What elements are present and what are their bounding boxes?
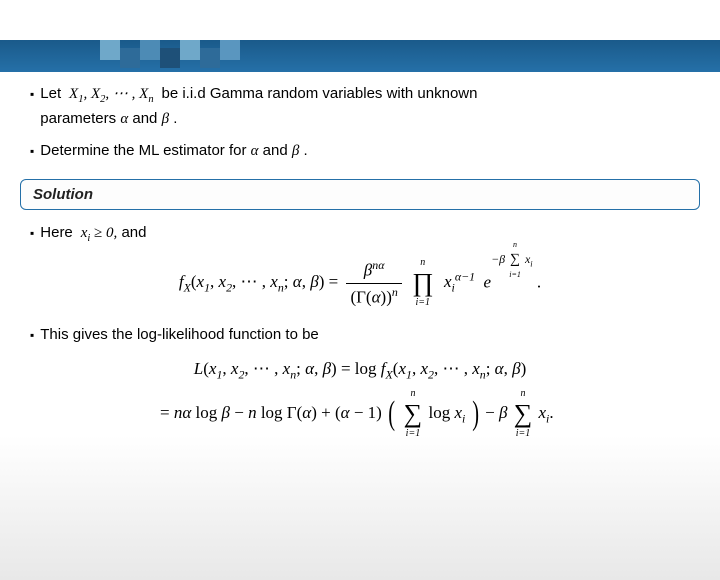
- bullet-4: ▪ This gives the log-likelihood function…: [30, 324, 690, 347]
- text: Let: [40, 85, 65, 102]
- beta: β: [162, 111, 169, 127]
- text: be i.i.d Gamma random variables with unk…: [161, 85, 477, 102]
- decor-sq: [200, 48, 220, 68]
- decor-sq: [160, 48, 180, 68]
- decor-sq: [140, 40, 160, 60]
- text: and: [263, 142, 292, 159]
- formula-loglik-2: = nα log β − n log Γ(α) + (α − 1) ( ∑ n …: [90, 399, 690, 430]
- text: and: [121, 224, 146, 241]
- bullet-marker: ▪: [30, 142, 34, 160]
- bullet-3: ▪ Here xi ≥ 0, and: [30, 222, 690, 247]
- formula-density: fX(x1, x2, ⋯ , xn; α, β) = βnα (Γ(α))n ∏…: [30, 257, 690, 310]
- math-cond: xi ≥ 0,: [77, 225, 117, 241]
- sum-symbol: ∑ n i=1: [404, 401, 423, 427]
- alpha: α: [120, 111, 128, 127]
- text: and: [132, 110, 161, 127]
- formula-loglik-1: L(x1, x2, ⋯ , xn; α, β) = log fX(x1, x2,…: [30, 356, 690, 384]
- bullet-marker: ▪: [30, 224, 34, 242]
- example-content: ▪ Let X1, X2, ⋯ , Xn be i.i.d Gamma rand…: [30, 83, 690, 163]
- text: parameters: [40, 110, 120, 127]
- bullet-3-text: Here xi ≥ 0, and: [40, 222, 146, 247]
- product-symbol: ∏ n i=1: [412, 270, 433, 296]
- math-vars: X1, X2, ⋯ , Xn: [65, 86, 157, 102]
- bullet-1: ▪ Let X1, X2, ⋯ , Xn be i.i.d Gamma rand…: [30, 83, 690, 130]
- decor-sq: [220, 40, 240, 60]
- beta: β: [292, 143, 299, 159]
- decor-sq: [180, 40, 200, 60]
- alpha: α: [251, 143, 259, 159]
- text: Determine the ML estimator for: [40, 142, 250, 159]
- bullet-1-text: Let X1, X2, ⋯ , Xn be i.i.d Gamma random…: [40, 83, 477, 130]
- solution-header: Solution: [20, 179, 700, 210]
- bullet-marker: ▪: [30, 326, 34, 344]
- bullet-marker: ▪: [30, 85, 34, 103]
- sum-symbol: ∑ n i=1: [514, 401, 533, 427]
- period: .: [537, 272, 541, 291]
- text: Here: [40, 224, 77, 241]
- decor-sq: [120, 48, 140, 68]
- text: .: [304, 142, 308, 159]
- decor-squares: [100, 40, 240, 68]
- bullet-4-text: This gives the log-likelihood function t…: [40, 324, 319, 347]
- text: .: [173, 110, 177, 127]
- decor-sq: [100, 40, 120, 60]
- bullet-2: ▪ Determine the ML estimator for α and β…: [30, 140, 690, 163]
- solution-content: ▪ Here xi ≥ 0, and fX(x1, x2, ⋯ , xn; α,…: [30, 222, 690, 429]
- bullet-2-text: Determine the ML estimator for α and β .: [40, 140, 307, 163]
